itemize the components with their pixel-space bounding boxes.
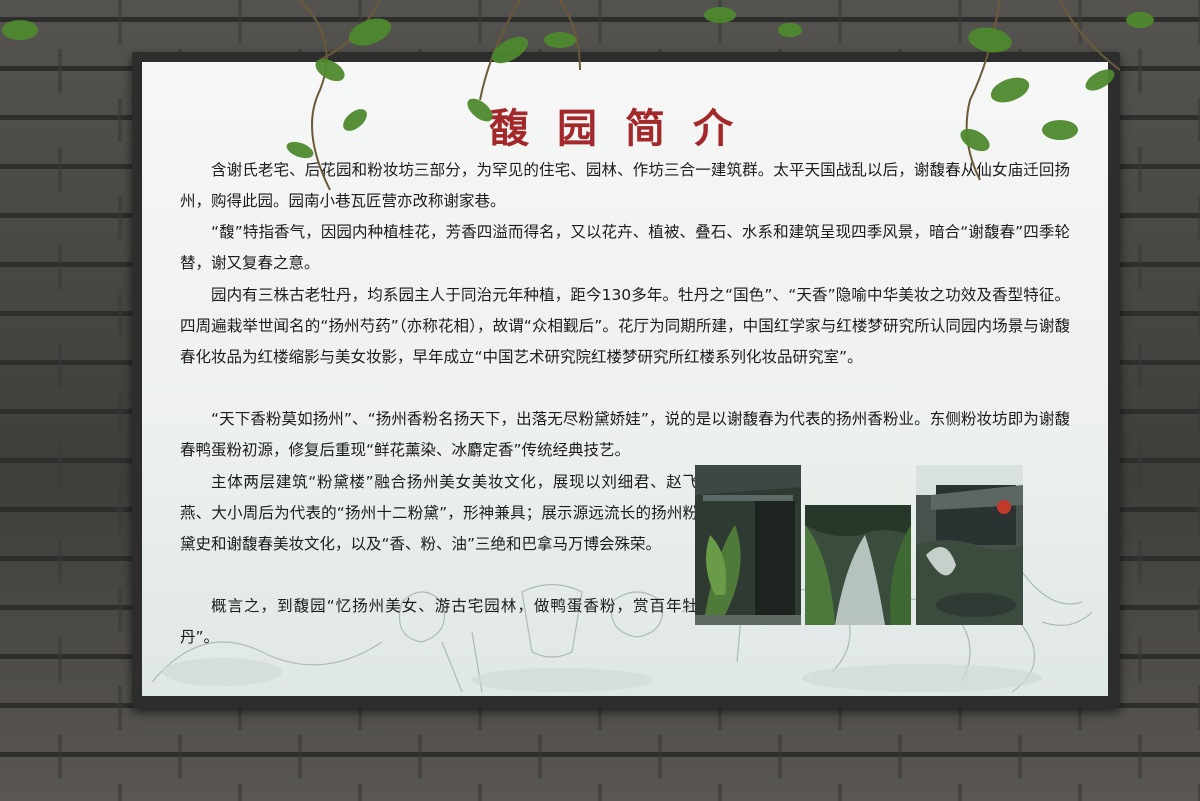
- brick-joint: [358, 686, 362, 730]
- brick-joint: [478, 0, 482, 44]
- brick-joint: [958, 686, 962, 730]
- brick-joint: [358, 0, 362, 44]
- brick-joint: [58, 147, 62, 191]
- brick-joint: [1078, 784, 1082, 801]
- brick-joint: [1198, 588, 1200, 632]
- brick-joint: [238, 0, 242, 44]
- brick-joint: [958, 784, 962, 801]
- brick-joint: [898, 735, 902, 779]
- brick-joint: [238, 686, 242, 730]
- brick-joint: [658, 735, 662, 779]
- brick-joint: [358, 784, 362, 801]
- brick-joint: [838, 0, 842, 44]
- brick-joint: [58, 735, 62, 779]
- brick-joint: [1138, 539, 1142, 583]
- brick-joint: [1018, 735, 1022, 779]
- brick-joint: [1198, 0, 1200, 44]
- brick-joint: [58, 49, 62, 93]
- sign-title: 馥园简介: [489, 105, 761, 152]
- brick-joint: [118, 294, 122, 338]
- brick-joint: [298, 735, 302, 779]
- brick-joint: [958, 0, 962, 44]
- brick-joint: [118, 588, 122, 632]
- photo-courtyard: [916, 465, 1023, 625]
- brick-joint: [118, 784, 122, 801]
- brick-joint: [118, 98, 122, 142]
- photo-strip: [695, 465, 1023, 625]
- brick-joint: [418, 735, 422, 779]
- brick-joint: [478, 784, 482, 801]
- brick-joint: [718, 686, 722, 730]
- brick-joint: [598, 686, 602, 730]
- brick-joint: [1198, 686, 1200, 730]
- brick-joint: [838, 686, 842, 730]
- brick-joint: [58, 343, 62, 387]
- brick-joint: [1138, 735, 1142, 779]
- brick-joint: [1138, 245, 1142, 289]
- brick-joint: [58, 637, 62, 681]
- brick-joint: [118, 490, 122, 534]
- brick-joint: [118, 392, 122, 436]
- paragraph-3: 园内有三株古老牡丹，均系园主人于同治元年种植，距今130多年。牡丹之“国色”、“…: [180, 286, 1070, 366]
- paragraph-4: “天下香粉莫如扬州”、“扬州香粉名扬天下，出落无尽粉黛娇娃”，说的是以谢馥春为代…: [180, 410, 1070, 459]
- brick-joint: [1138, 637, 1142, 681]
- brick-joint: [718, 784, 722, 801]
- brick-joint: [1078, 686, 1082, 730]
- brick-joint: [178, 735, 182, 779]
- brick-joint: [718, 0, 722, 44]
- brick-joint: [1078, 0, 1082, 44]
- brick-joint: [118, 0, 122, 44]
- brick-joint: [1138, 49, 1142, 93]
- brick-joint: [58, 539, 62, 583]
- brick-joint: [778, 735, 782, 779]
- paragraph-5: 主体两层建筑“粉黛楼”融合扬州美女美妆文化，展现以刘细君、赵飞燕、大小周后为代表…: [180, 473, 698, 553]
- brick-joint: [1198, 196, 1200, 240]
- brick-joint: [58, 245, 62, 289]
- brick-joint: [58, 441, 62, 485]
- brick-joint: [598, 0, 602, 44]
- photo-corridor: [695, 465, 801, 625]
- brick-joint: [1138, 343, 1142, 387]
- brick-joint: [1198, 98, 1200, 142]
- brick-joint: [1138, 441, 1142, 485]
- brick-joint: [118, 196, 122, 240]
- brick-joint: [118, 686, 122, 730]
- brick-joint: [1198, 784, 1200, 801]
- brick-joint: [538, 735, 542, 779]
- photo-garden-path: [805, 465, 911, 625]
- paragraph-1: 含谢氏老宅、后花园和粉妆坊三部分，为罕见的住宅、园林、作坊三合一建筑群。太平天国…: [180, 161, 1070, 210]
- brick-joint: [238, 784, 242, 801]
- brick-joint: [1138, 147, 1142, 191]
- brick-joint: [1198, 392, 1200, 436]
- brick-joint: [478, 686, 482, 730]
- brick-joint: [1198, 294, 1200, 338]
- brick-joint: [598, 784, 602, 801]
- paragraph-2: “馥”特指香气，因园内种植桂花，芳香四溢而得名，又以花卉、植被、叠石、水系和建筑…: [180, 223, 1070, 272]
- paragraph-6: 概言之，到馥园“忆扬州美女、游古宅园林，做鸭蛋香粉，赏百年牡丹”。: [180, 597, 698, 646]
- brick-joint: [838, 784, 842, 801]
- brick-joint: [1198, 490, 1200, 534]
- information-sign: 馥园简介 含谢氏老宅、后花园和粉妆坊三部分，为罕见的住宅、园林、作坊三合一建筑群…: [142, 62, 1108, 696]
